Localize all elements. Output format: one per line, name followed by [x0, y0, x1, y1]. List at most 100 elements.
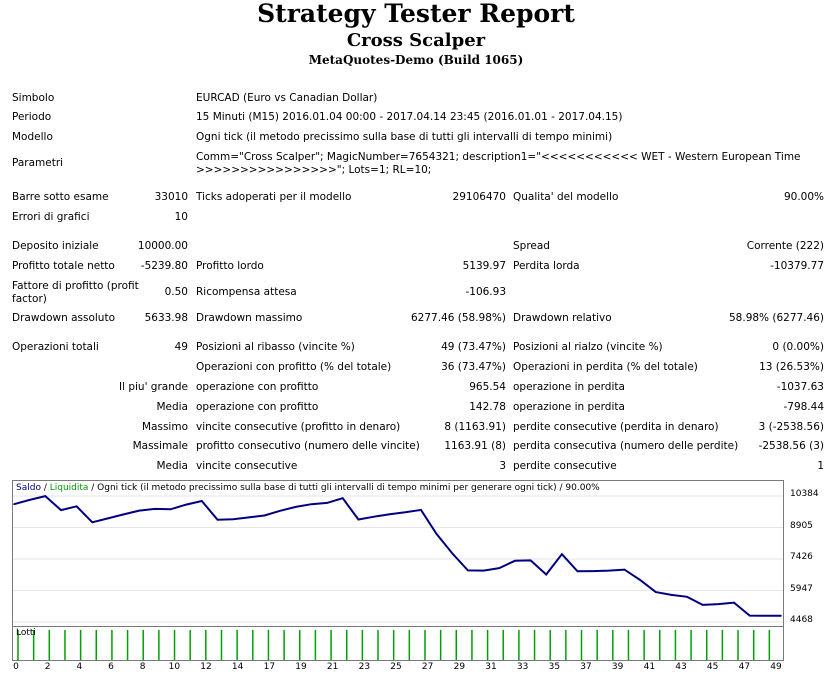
balance-point [451, 552, 454, 555]
y-tick-label: 4468 [790, 615, 813, 625]
x-tick-label: 0 [13, 662, 19, 672]
x-tick-label: 10 [168, 662, 181, 672]
largest-profit-value: 965.54 [469, 381, 506, 393]
balance-point [44, 495, 47, 497]
balance-point [608, 569, 610, 572]
errors-label: Errori di grafici [12, 211, 90, 223]
balance-point [263, 514, 266, 517]
absdd-value: 5633.98 [144, 312, 188, 324]
balance-point [733, 601, 735, 604]
balance-point [623, 568, 626, 571]
largest-loss-label: operazione in perdita [513, 381, 625, 393]
grossprofit-value: 5139.97 [462, 260, 506, 272]
balance-point [28, 499, 31, 501]
lots-label: Lotti [16, 628, 36, 638]
balance-point [545, 573, 548, 576]
legend-balance: Saldo [16, 483, 41, 493]
balance-point [310, 503, 313, 505]
params-line-1: Comm="Cross Scalper"; MagicNumber=765432… [196, 151, 801, 163]
balance-point [201, 500, 203, 502]
balance-point [216, 518, 219, 521]
avg-losses-value: 1 [817, 460, 824, 472]
x-tick-label: 23 [358, 662, 371, 672]
balance-point [717, 603, 720, 605]
quality-label: Qualita' del modello [513, 191, 619, 203]
payoff-value: -106.93 [465, 286, 506, 298]
x-tick-label: 19 [295, 662, 307, 672]
ticks-value: 29106470 [452, 191, 506, 203]
balance-point [13, 503, 15, 505]
maxdd-label: Drawdown massimo [196, 312, 303, 324]
reldd-value: 58.98% (6277.46) [729, 312, 824, 324]
x-tick-label: 29 [453, 662, 466, 672]
symbol-label: Simbolo [12, 92, 55, 104]
balance-point [341, 497, 344, 500]
maxdd-value: 6277.46 (58.98%) [411, 312, 506, 324]
balance-point [686, 596, 688, 598]
grossloss-label: Perdita lorda [513, 260, 580, 272]
max-losses-label: perdite consecutive (perdita in denaro) [513, 421, 719, 433]
x-tick-label: 8 [139, 662, 146, 672]
netprofit-value: -5239.80 [140, 260, 188, 272]
y-tick-label: 7426 [790, 552, 813, 562]
y-tick-label: 10384 [790, 489, 819, 499]
x-tick-label: 31 [485, 662, 497, 672]
pf-label-2: factor) [12, 293, 47, 305]
maximal-loss-value: -2538.56 (3) [758, 440, 824, 452]
balance-point [654, 591, 657, 593]
loss-trades-value: 13 (26.53%) [759, 361, 824, 373]
chart-legend: Saldo / Liquidita / Ogni tick (il metodo… [16, 483, 600, 494]
largest-loss-value: -1037.63 [776, 381, 824, 393]
y-tick-label: 8905 [790, 520, 813, 531]
bars-value: 33010 [154, 191, 188, 203]
x-tick-label: 4 [76, 662, 83, 672]
x-tick-label: 39 [611, 662, 624, 672]
x-tick-label: 6 [108, 662, 114, 672]
legend-description: / Ogni tick (il metodo precissimo sulla … [88, 483, 600, 493]
deposit-label: Deposito iniziale [12, 240, 99, 252]
balance-point [75, 505, 78, 508]
legend-equity: Liquidita [49, 483, 89, 493]
balance-point [357, 518, 360, 521]
report-title: Strategy Tester Report [257, 0, 575, 28]
profit-trades-value: 36 (73.47%) [441, 361, 506, 373]
balance-point [107, 517, 109, 520]
balance-point [482, 569, 485, 572]
balance-point [373, 515, 375, 518]
balance-plot [13, 495, 783, 623]
report-subtitle: Cross Scalper [346, 30, 486, 51]
avg-wins-label: vincite consecutive [196, 460, 298, 472]
balance-point [279, 509, 281, 512]
short-value: 49 (73.47%) [441, 341, 506, 353]
x-tick-label: 43 [675, 662, 687, 672]
balance-point [467, 569, 469, 572]
balance-point [529, 559, 532, 562]
x-tick-label: 33 [516, 662, 529, 672]
avg-profit-label: operazione con profitto [196, 401, 319, 413]
avg-losses-label: perdite consecutive [513, 460, 617, 472]
absdd-label: Drawdown assoluto [12, 312, 116, 324]
maximal-profit-label: profitto consecutivo (numero delle vinci… [196, 440, 420, 452]
balance-point [294, 506, 297, 508]
quality-value: 90.00% [783, 191, 824, 203]
balance-point [435, 533, 438, 535]
profit-trades-label: Operazioni con profitto (% del totale) [196, 361, 392, 373]
pf-value: 0.50 [164, 286, 188, 298]
trades-label: Operazioni totali [12, 341, 99, 353]
grossloss-value: -10379.77 [770, 260, 824, 272]
avg-loss-value: -798.44 [783, 401, 824, 413]
avg-loss-label: operazione in perdita [513, 401, 625, 413]
bars-label: Barre sotto esame [12, 191, 109, 203]
balance-point [514, 560, 516, 562]
x-tick-label: 49 [770, 662, 782, 672]
long-value: 0 (0.00%) [772, 341, 824, 353]
balance-line [13, 495, 781, 617]
netprofit-label: Profitto totale netto [12, 260, 115, 272]
balance-point [404, 511, 407, 514]
largest-profit-label: operazione con profitto [196, 381, 319, 393]
pf-label-1: Fattore di profitto (profit [12, 280, 139, 292]
largest-label: Il piu' grande [118, 381, 188, 393]
maximal-label: Massimale [132, 440, 188, 452]
max-wins-value: 8 (1163.91) [444, 421, 506, 433]
lots-plot [17, 630, 771, 660]
